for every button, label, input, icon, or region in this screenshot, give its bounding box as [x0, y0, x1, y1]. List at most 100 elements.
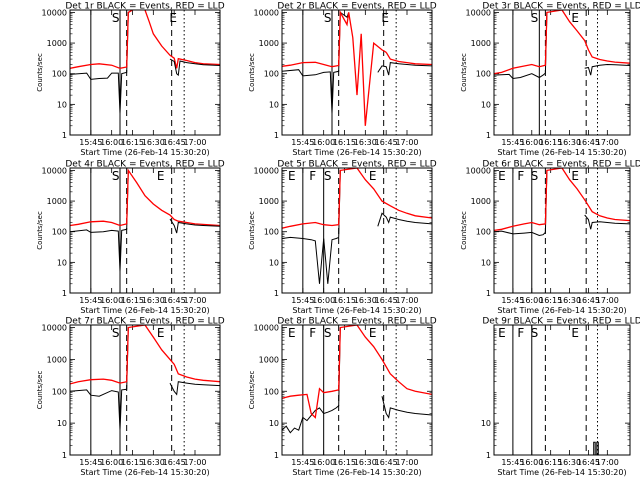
event-marker-label: F: [309, 169, 316, 183]
series-line: [377, 212, 432, 227]
y-axis-label: Counts/sec: [248, 53, 256, 92]
series-line: [169, 58, 220, 77]
chart-title: Det 2r BLACK = Events, RED = LLD: [277, 2, 436, 12]
x-axis-label: Start Time (26-Feb-14 15:30:20): [80, 306, 209, 315]
x-tick-label: 16:15: [121, 138, 144, 147]
event-marker-label: E: [369, 169, 377, 183]
y-axis-label: Counts/sec: [36, 211, 44, 250]
chart-panel-9: Det 9r BLACK = Events, RED = LLD 1 10 15:45…: [481, 317, 640, 478]
x-tick-label: 17:00: [596, 296, 619, 305]
y-tick-label: 100: [52, 70, 67, 79]
y-tick-label: 1: [62, 131, 67, 140]
series-line: [70, 325, 220, 385]
x-axis-label: Start Time (26-Feb-14 15:30:20): [497, 468, 626, 477]
event-marker-label: F: [309, 326, 316, 340]
series-line: [70, 168, 220, 227]
x-axis-label: Start Time (26-Feb-14 15:30:20): [80, 468, 209, 477]
x-tick-label: 16:15: [121, 458, 144, 467]
x-tick-label: 17:00: [395, 296, 418, 305]
chart-title: Det 6r BLACK = Events, RED = LLD: [482, 160, 640, 170]
x-tick-label: 15:45: [79, 296, 102, 305]
event-marker-label: S: [531, 169, 539, 183]
y-tick-label: 100: [264, 228, 279, 237]
y-axis-label: Counts/sec: [36, 371, 44, 410]
series-line: [70, 327, 129, 431]
x-tick-label: 16:45: [375, 138, 398, 147]
x-tick-label: 17:00: [395, 458, 418, 467]
x-tick-label: 16:30: [558, 296, 581, 305]
y-tick-label: 100: [264, 70, 279, 79]
x-tick-label: 16:00: [520, 458, 543, 467]
x-tick-label: 16:45: [375, 296, 398, 305]
y-tick-label: 1: [62, 451, 67, 460]
y-tick-label: 10: [57, 258, 67, 267]
series-line: [381, 396, 432, 419]
series-line: [70, 10, 133, 114]
x-tick-label: 16:15: [333, 458, 356, 467]
x-tick-label: 15:45: [501, 296, 524, 305]
series-line: [282, 168, 432, 229]
series-line: [169, 381, 220, 396]
x-tick-label: 16:45: [577, 458, 600, 467]
x-tick-label: 15:45: [79, 458, 102, 467]
y-tick-label: 100: [476, 228, 491, 237]
x-tick-label: 16:45: [577, 296, 600, 305]
x-tick-label: 15:45: [291, 458, 314, 467]
x-tick-label: 16:00: [520, 296, 543, 305]
y-tick-label: 10000: [42, 8, 67, 17]
chart-panel-5: Det 5r BLACK = Events, RED = LLD 1 10 100 10…: [248, 160, 437, 316]
chart-title: Det 9r BLACK = Events, RED = LLD: [482, 317, 640, 327]
plot-frame: [281, 167, 433, 294]
y-axis-label: Counts/sec: [248, 211, 256, 250]
series-line: [282, 10, 387, 126]
plot-frame: [69, 9, 221, 136]
x-tick-label: 16:00: [312, 296, 335, 305]
y-tick-label: 1: [486, 289, 491, 298]
chart-title: Det 7r BLACK = Events, RED = LLD: [65, 317, 224, 327]
event-marker-label: E: [571, 326, 579, 340]
y-tick-label: 1000: [47, 355, 67, 364]
x-tick-label: 16:15: [539, 296, 562, 305]
event-marker-label: E: [381, 11, 389, 25]
x-tick-label: 17:00: [395, 138, 418, 147]
x-tick-label: 16:15: [121, 296, 144, 305]
y-tick-label: 1: [486, 451, 491, 460]
chart-title: Det 3r BLACK = Events, RED = LLD: [482, 2, 640, 12]
event-marker-label: F: [517, 326, 524, 340]
x-tick-label: 16:15: [333, 138, 356, 147]
x-tick-label: 16:00: [100, 138, 123, 147]
y-tick-label: 10000: [42, 324, 67, 333]
x-tick-label: 16:45: [577, 138, 600, 147]
y-axis-label: Counts/sec: [36, 53, 44, 92]
series-line: [385, 51, 432, 66]
x-tick-label: 17:00: [183, 458, 206, 467]
series-line: [282, 325, 432, 419]
series-line: [494, 12, 548, 80]
event-marker-label: E: [288, 326, 296, 340]
y-tick-label: 1000: [259, 39, 279, 48]
x-tick-label: 16:45: [375, 458, 398, 467]
event-marker-label: E: [169, 11, 177, 25]
y-tick-label: 10: [57, 419, 67, 428]
y-axis-label: Counts/sec: [460, 53, 468, 92]
x-tick-label: 16:45: [163, 138, 186, 147]
y-axis-label: Counts/sec: [248, 371, 256, 410]
series-line: [494, 168, 630, 232]
event-marker-label: E: [571, 169, 579, 183]
x-tick-label: 16:45: [163, 458, 186, 467]
x-tick-label: 16:00: [520, 138, 543, 147]
series-line: [593, 441, 599, 455]
event-marker-label: S: [531, 11, 539, 25]
chart-title: Det 4r BLACK = Events, RED = LLD: [65, 160, 224, 170]
x-tick-label: 16:15: [539, 138, 562, 147]
event-marker-label: F: [517, 169, 524, 183]
event-marker-label: S: [324, 11, 332, 25]
